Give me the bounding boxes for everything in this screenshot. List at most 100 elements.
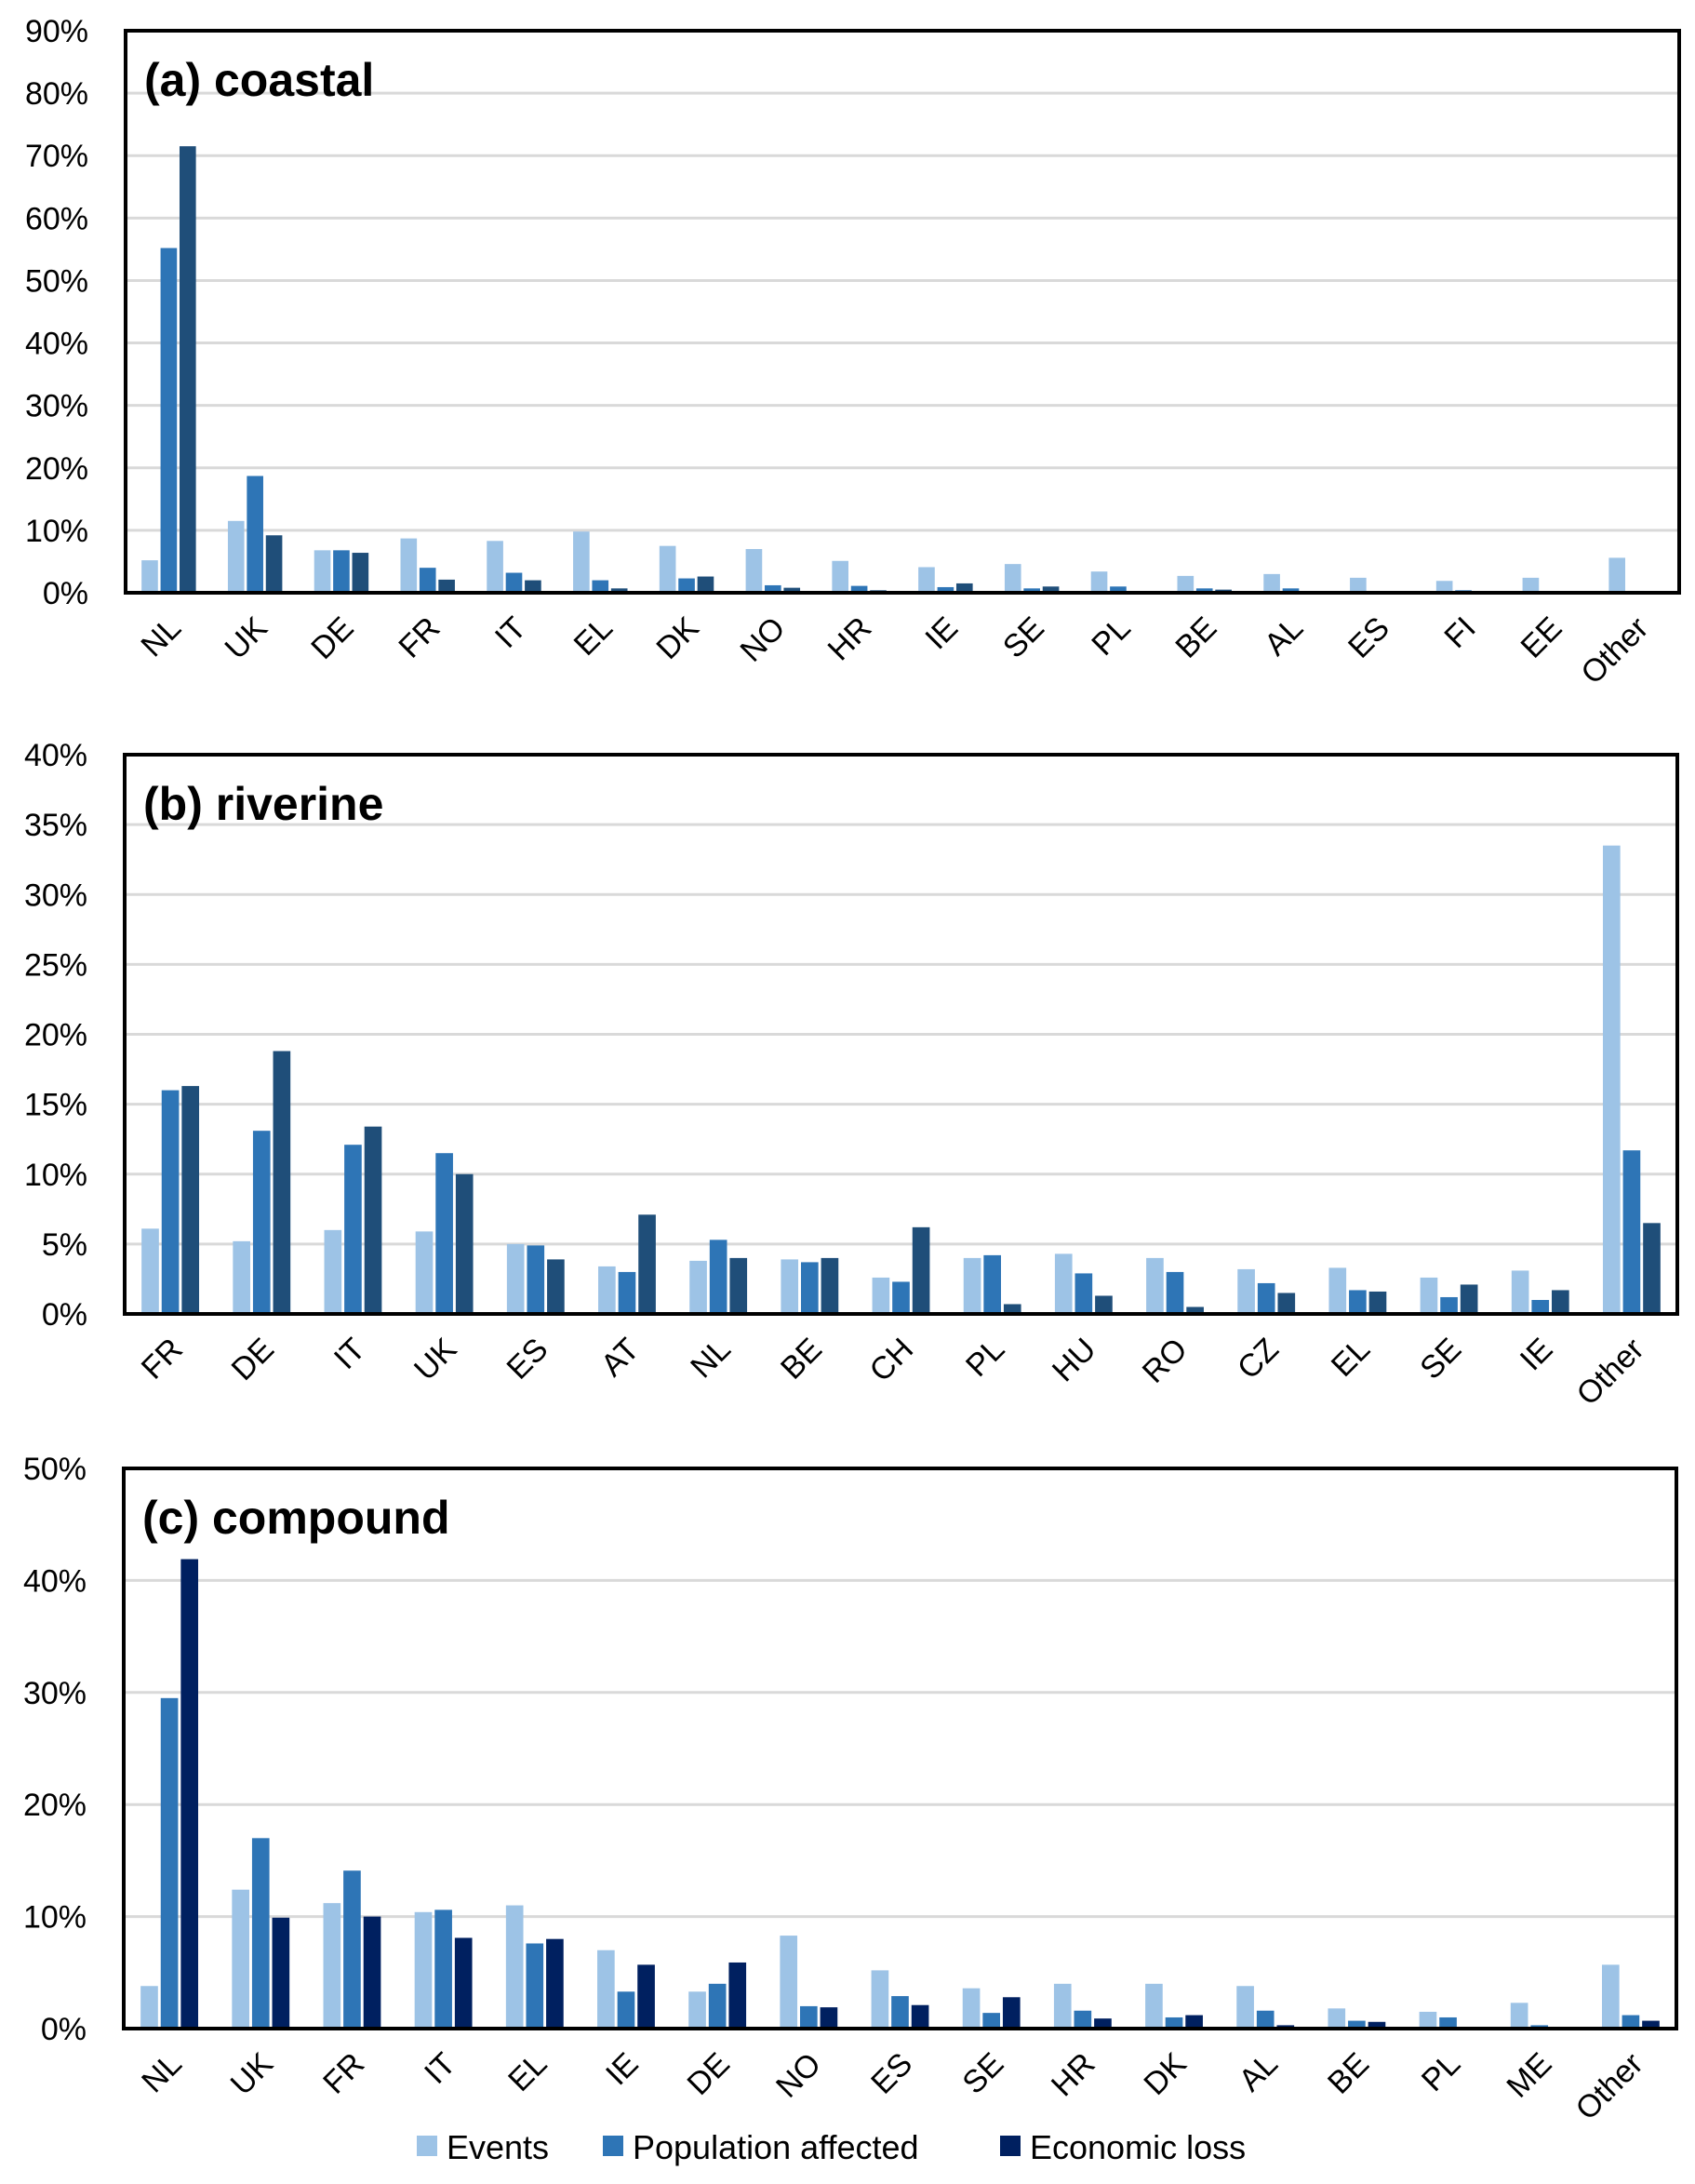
x-tick-label: PL: [1415, 2046, 1467, 2098]
bar-population-de: [252, 1131, 271, 1314]
y-tick-label: 0%: [43, 576, 88, 611]
bar-events-dk: [1145, 1983, 1163, 2029]
bar-events-ie: [1511, 1270, 1529, 1314]
x-tick-label: ES: [864, 2046, 919, 2101]
x-tick-label: NL: [134, 610, 188, 664]
bar-events-ch: [872, 1277, 890, 1314]
bar-events-no: [780, 1936, 798, 2029]
y-tick-label: 0%: [42, 1297, 87, 1333]
bar-economic-ie: [1552, 1290, 1569, 1314]
bar-economic-dk: [697, 576, 714, 593]
x-tick-label: ES: [1341, 610, 1396, 665]
bar-population-no: [765, 584, 781, 593]
x-tick-label: PL: [1085, 610, 1137, 663]
bar-events-ee: [1522, 577, 1540, 593]
x-tick-label: CH: [863, 1332, 921, 1389]
bar-economic-el: [1368, 1291, 1387, 1314]
legend-label-events: Events: [447, 2128, 549, 2166]
bar-economic-nl: [180, 1559, 199, 2029]
bar-economic-se: [1002, 1997, 1021, 2029]
y-tick-label: 90%: [25, 14, 88, 49]
x-tick-label: IT: [327, 1332, 372, 1376]
x-tick-label: EL: [501, 2046, 554, 2098]
bar-population-al: [1282, 588, 1300, 593]
x-tick-label: EE: [1515, 610, 1569, 665]
bar-economic-dk: [1185, 2015, 1203, 2029]
bar-population-it: [505, 572, 523, 593]
bar-events-at: [598, 1266, 616, 1314]
y-tick-label: 10%: [25, 514, 88, 549]
x-tick-label: NO: [734, 610, 793, 669]
bar-economic-uk: [272, 1917, 290, 2029]
y-tick-label: 30%: [23, 1676, 87, 1711]
y-tick-label: 30%: [24, 878, 87, 913]
bar-events-se: [1420, 1277, 1438, 1314]
x-tick-label: EL: [1325, 1332, 1377, 1384]
panel-compound: 0% 10% 20% 30% 40% 50% NL UK FR IT EL IE DE NO ES SE HR D…: [23, 1452, 1678, 2127]
bar-economic-cz: [1277, 1293, 1296, 1314]
x-tick-label: ME: [1500, 2046, 1558, 2105]
plot-frame: [124, 29, 1681, 595]
y-tick-label: 60%: [25, 201, 88, 236]
bar-events-el: [505, 1905, 524, 2029]
x-tick-label: PL: [959, 1332, 1011, 1384]
bar-population-other: [1622, 2015, 1640, 2029]
bar-events-it: [324, 1229, 342, 1314]
x-tick-label: SE: [955, 2046, 1010, 2101]
bar-events-uk: [232, 1889, 249, 2029]
y-tick-label: 50%: [23, 1452, 87, 1487]
bar-events-cz: [1237, 1268, 1255, 1314]
bar-economic-at: [638, 1214, 656, 1314]
bar-events-fr: [141, 1228, 159, 1314]
bar-population-ro: [1166, 1271, 1184, 1314]
y-tick-label: 10%: [23, 1900, 87, 1936]
bar-economic-de: [728, 1962, 747, 2029]
bar-events-es: [1350, 577, 1367, 593]
bar-population-ie: [937, 586, 954, 593]
bar-population-cz: [1257, 1282, 1275, 1314]
y-tick-label: 40%: [25, 327, 88, 362]
bar-population-uk: [435, 1153, 453, 1314]
x-tick-label: FR: [392, 610, 447, 665]
x-tick-label: NO: [769, 2046, 828, 2105]
bar-population-ie: [1531, 1299, 1550, 1314]
bar-population-nl: [709, 1239, 727, 1314]
bar-economic-se: [1042, 586, 1060, 593]
bar-population-it: [344, 1145, 362, 1314]
x-tick-label: UK: [407, 1332, 463, 1387]
bar-events-fi: [1435, 581, 1453, 593]
x-tick-label: FR: [135, 1332, 190, 1387]
bar-population-hu: [1074, 1273, 1093, 1314]
bar-economic-ie: [637, 1964, 655, 2029]
bar-events-other: [1601, 1964, 1620, 2029]
bar-events-uk: [227, 520, 245, 593]
bar-events-me: [1510, 2003, 1528, 2029]
bar-population-hr: [850, 585, 868, 593]
bar-economic-fr: [363, 1916, 381, 2029]
x-tick-label: IE: [918, 610, 965, 657]
bar-economic-nl: [729, 1257, 748, 1314]
bar-economic-other: [1642, 2020, 1660, 2029]
y-tick-label: 10%: [24, 1158, 87, 1193]
bar-events-fr: [400, 538, 418, 593]
bar-population-es: [891, 1996, 909, 2029]
bar-events-be: [781, 1259, 799, 1314]
bar-events-other: [1608, 557, 1626, 593]
bar-events-el: [1328, 1267, 1347, 1314]
bar-events-el: [573, 531, 590, 593]
bar-events-se: [1004, 564, 1021, 593]
bar-events-it: [487, 541, 503, 593]
bar-events-de: [233, 1240, 250, 1314]
bar-events-hu: [1054, 1253, 1073, 1314]
legend-swatch-events: [417, 2136, 437, 2156]
x-tick-label: BE: [1321, 2046, 1376, 2101]
bar-economic-es: [911, 2004, 929, 2029]
y-tick-label: 5%: [42, 1227, 87, 1263]
bar-economic-de: [352, 553, 369, 593]
bar-population-at: [618, 1271, 636, 1314]
x-tick-label: ES: [500, 1332, 555, 1387]
bar-economic-pl: [1003, 1304, 1021, 1314]
bar-economic-it: [525, 580, 541, 593]
bar-economic-nl: [179, 146, 196, 593]
